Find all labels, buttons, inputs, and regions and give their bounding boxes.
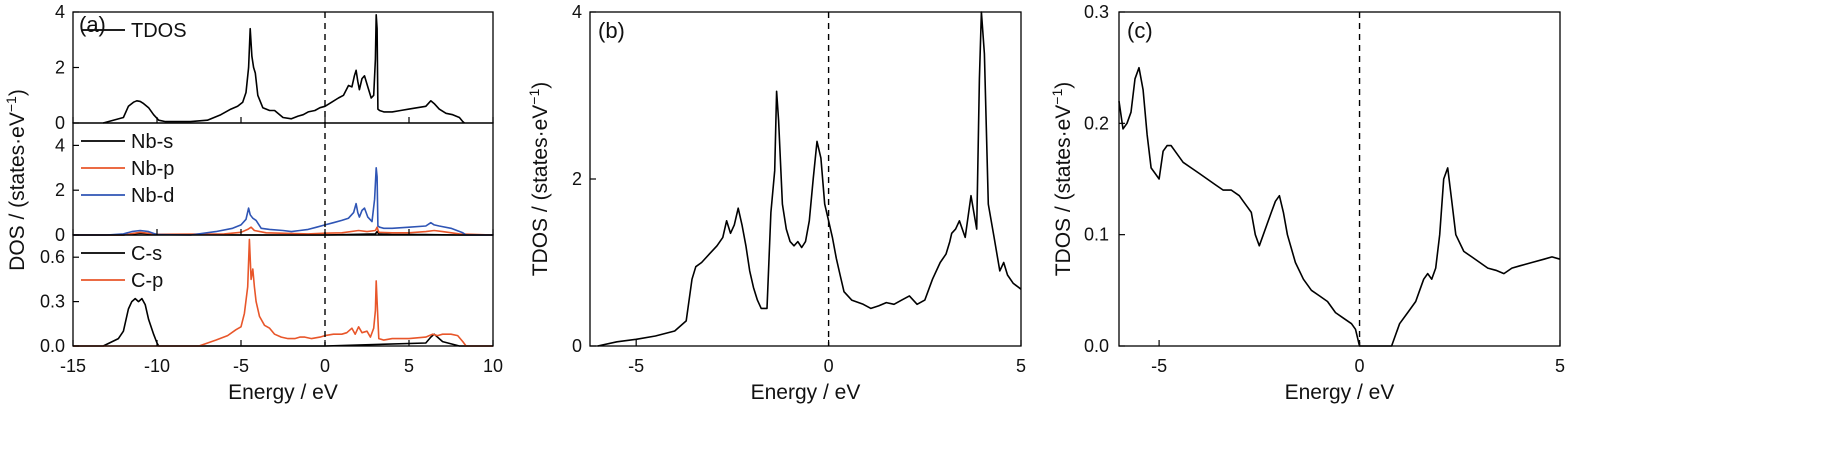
panel-b-ytick-label: 0 bbox=[572, 336, 582, 356]
panel-c-frame bbox=[1118, 11, 1561, 347]
panel-a-xtick-label: -15 bbox=[60, 356, 86, 376]
panel-c-xtick-label: 0 bbox=[1355, 356, 1365, 376]
panel-a-legend-label: TDOS bbox=[131, 20, 187, 42]
panel-a-legend-label: C-s bbox=[131, 243, 162, 265]
panel-a-frame-3 bbox=[72, 234, 494, 347]
panel-b-label: (b) bbox=[598, 18, 625, 43]
panel-a-series-nb-p bbox=[73, 226, 494, 236]
panel-b-xtick-label: 0 bbox=[824, 356, 834, 376]
panel-c: -5 0 5 0.0 0.1 0.2 0.3 Energy / eV TDOS / (state… bbox=[1049, 2, 1565, 404]
panel-b: -5 0 5 0 2 4 Energy / eV TDOS / (states·eV−1) (b… bbox=[526, 2, 1026, 404]
panel-c-ytick-label: 0.3 bbox=[1084, 2, 1109, 22]
panel-a-subplot-3: 0.0 0.3 0.6 C-s C-p bbox=[40, 234, 494, 356]
panel-a-subplot-1: 0 2 4 TDOS bbox=[55, 2, 494, 133]
panel-a-ytick-label: 4 bbox=[55, 135, 65, 155]
panel-c-ylabel: TDOS / (states·eV−1) bbox=[1049, 82, 1075, 277]
panel-a-legend-label: Nb-s bbox=[131, 131, 173, 153]
panel-b-ytick-label: 2 bbox=[572, 169, 582, 189]
panel-a-xtick-label: 0 bbox=[320, 356, 330, 376]
panel-a-series-nb-d bbox=[73, 167, 493, 236]
panel-a-label: (a) bbox=[79, 12, 106, 37]
panel-a-legend-label: Nb-d bbox=[131, 185, 174, 207]
panel-a-xtick-label: -5 bbox=[233, 356, 249, 376]
panel-c-xtick-label: -5 bbox=[1151, 356, 1167, 376]
panel-a-xlabel: Energy / eV bbox=[228, 381, 338, 404]
panel-a-ytick-label: 0.0 bbox=[40, 336, 65, 356]
panel-a-xtick-label: 5 bbox=[404, 356, 414, 376]
panel-a-ytick-label: 4 bbox=[55, 2, 65, 22]
panel-a-legend-label: C-p bbox=[131, 270, 163, 292]
panel-b-xlabel: Energy / eV bbox=[751, 381, 861, 404]
panel-a-ytick-label: 0.3 bbox=[40, 292, 65, 312]
panel-a-xtick-label: 10 bbox=[483, 356, 503, 376]
panel-a-subplot-2: 0 2 4 Nb-s Nb-p Nb-d bbox=[55, 122, 494, 245]
panel-a-ylabel: DOS / (states·eV−1) bbox=[3, 89, 29, 271]
panel-c-ytick-label: 0.1 bbox=[1084, 225, 1109, 245]
panel-a: 0 2 4 TDOS 0 2 4 Nb-s Nb-p Nb-d 0.0 0.3 0.6 C-s C-p -15… bbox=[3, 2, 503, 404]
panel-a-xtick-label: -10 bbox=[144, 356, 170, 376]
panel-c-xlabel: Energy / eV bbox=[1285, 381, 1395, 404]
panel-a-series-c-s bbox=[73, 297, 493, 347]
panel-a-ytick-label: 2 bbox=[55, 58, 65, 78]
panel-a-series-tdos bbox=[102, 14, 465, 124]
panel-a-series-c-p bbox=[73, 238, 493, 347]
panel-b-ylabel: TDOS / (states·eV−1) bbox=[526, 82, 552, 277]
panel-b-frame bbox=[589, 11, 1022, 347]
panel-b-xtick-label: -5 bbox=[628, 356, 644, 376]
panel-c-ytick-label: 0.2 bbox=[1084, 113, 1109, 133]
panel-b-xtick-label: 5 bbox=[1016, 356, 1026, 376]
panel-b-tdos-curve bbox=[597, 11, 1022, 347]
panel-c-label: (c) bbox=[1127, 18, 1153, 43]
panel-a-ytick-label: 2 bbox=[55, 180, 65, 200]
panel-c-xtick-label: 5 bbox=[1555, 356, 1565, 376]
panel-a-ytick-label: 0 bbox=[55, 225, 65, 245]
panel-a-ytick-label: 0.6 bbox=[40, 247, 65, 267]
panel-a-legend-label: Nb-p bbox=[131, 158, 174, 180]
panel-a-ytick-label: 0 bbox=[55, 113, 65, 133]
panel-c-tdos-curve bbox=[1118, 66, 1561, 347]
panel-b-ytick-label: 4 bbox=[572, 2, 582, 22]
panel-c-ytick-label: 0.0 bbox=[1084, 336, 1109, 356]
